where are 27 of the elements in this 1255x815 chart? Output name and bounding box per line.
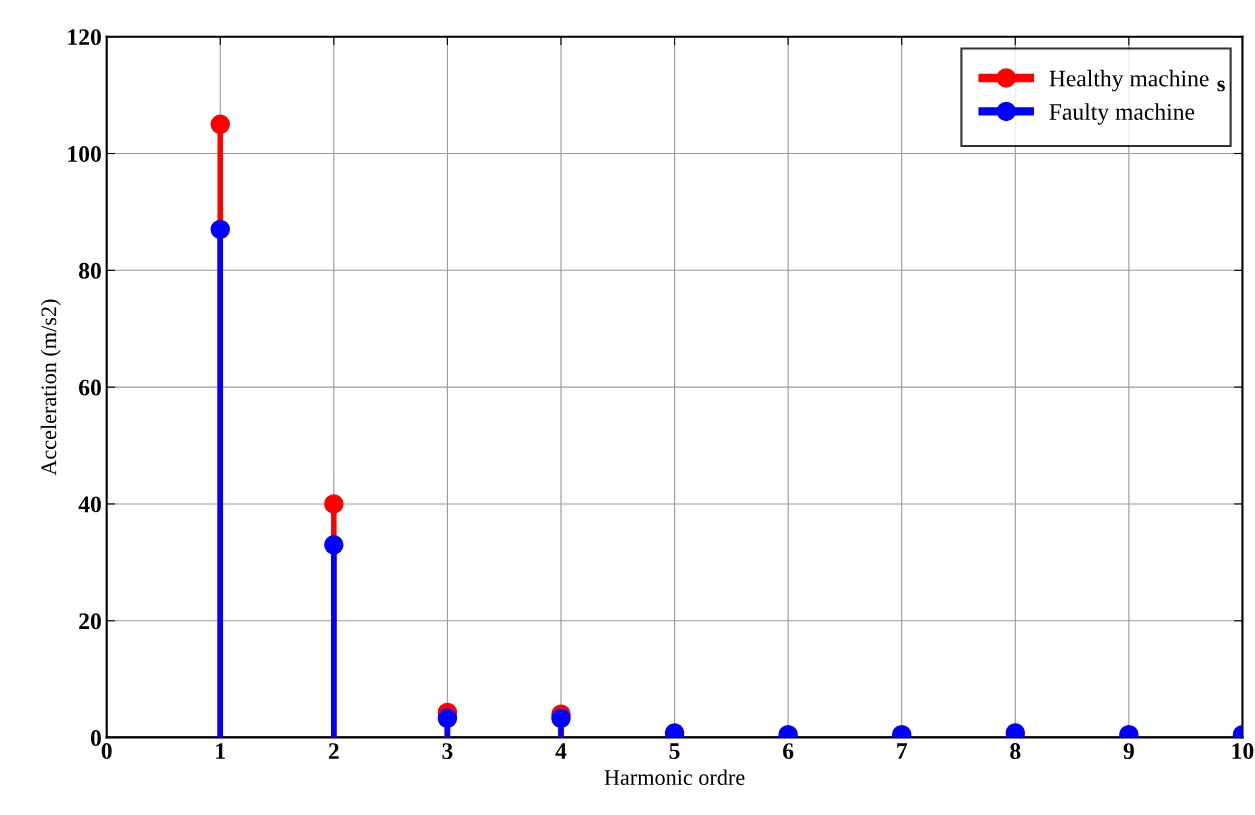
y-tick-label: 0 <box>90 730 101 746</box>
x-tick-label: 3 <box>442 743 453 760</box>
x-tick-label: 8 <box>1010 743 1021 760</box>
x-tick-label: 5 <box>669 743 680 760</box>
x-tick-label: 6 <box>783 743 794 760</box>
y-tick-label: 60 <box>79 379 101 396</box>
legend-label: Healthy machine <box>1049 69 1209 92</box>
y-tick-label: 100 <box>68 145 101 162</box>
y-tick-label: 40 <box>78 496 101 513</box>
legend-label: Faulty machine <box>1049 103 1195 125</box>
point <box>324 535 344 555</box>
x-tick-label: 10 <box>1232 743 1254 760</box>
x-tick-label: 2 <box>328 743 339 759</box>
x-axis-title: Harmonic ordre <box>604 769 745 786</box>
x-tick-label: 1 <box>216 743 225 759</box>
point <box>210 114 230 135</box>
x-tick-label: 4 <box>555 743 567 759</box>
x-tick-label: 7 <box>897 743 908 759</box>
y-tick-label: 20 <box>79 613 101 630</box>
x-tick-label: 0 <box>101 743 112 760</box>
y-axis-title: Acceleration (m/s2) <box>40 299 61 476</box>
annotation: s <box>1217 80 1225 92</box>
point <box>324 494 344 514</box>
y-tick-label: 120 <box>68 29 101 46</box>
point <box>210 219 230 240</box>
y-tick-label: 80 <box>78 262 101 279</box>
x-tick-label: 9 <box>1123 743 1134 760</box>
